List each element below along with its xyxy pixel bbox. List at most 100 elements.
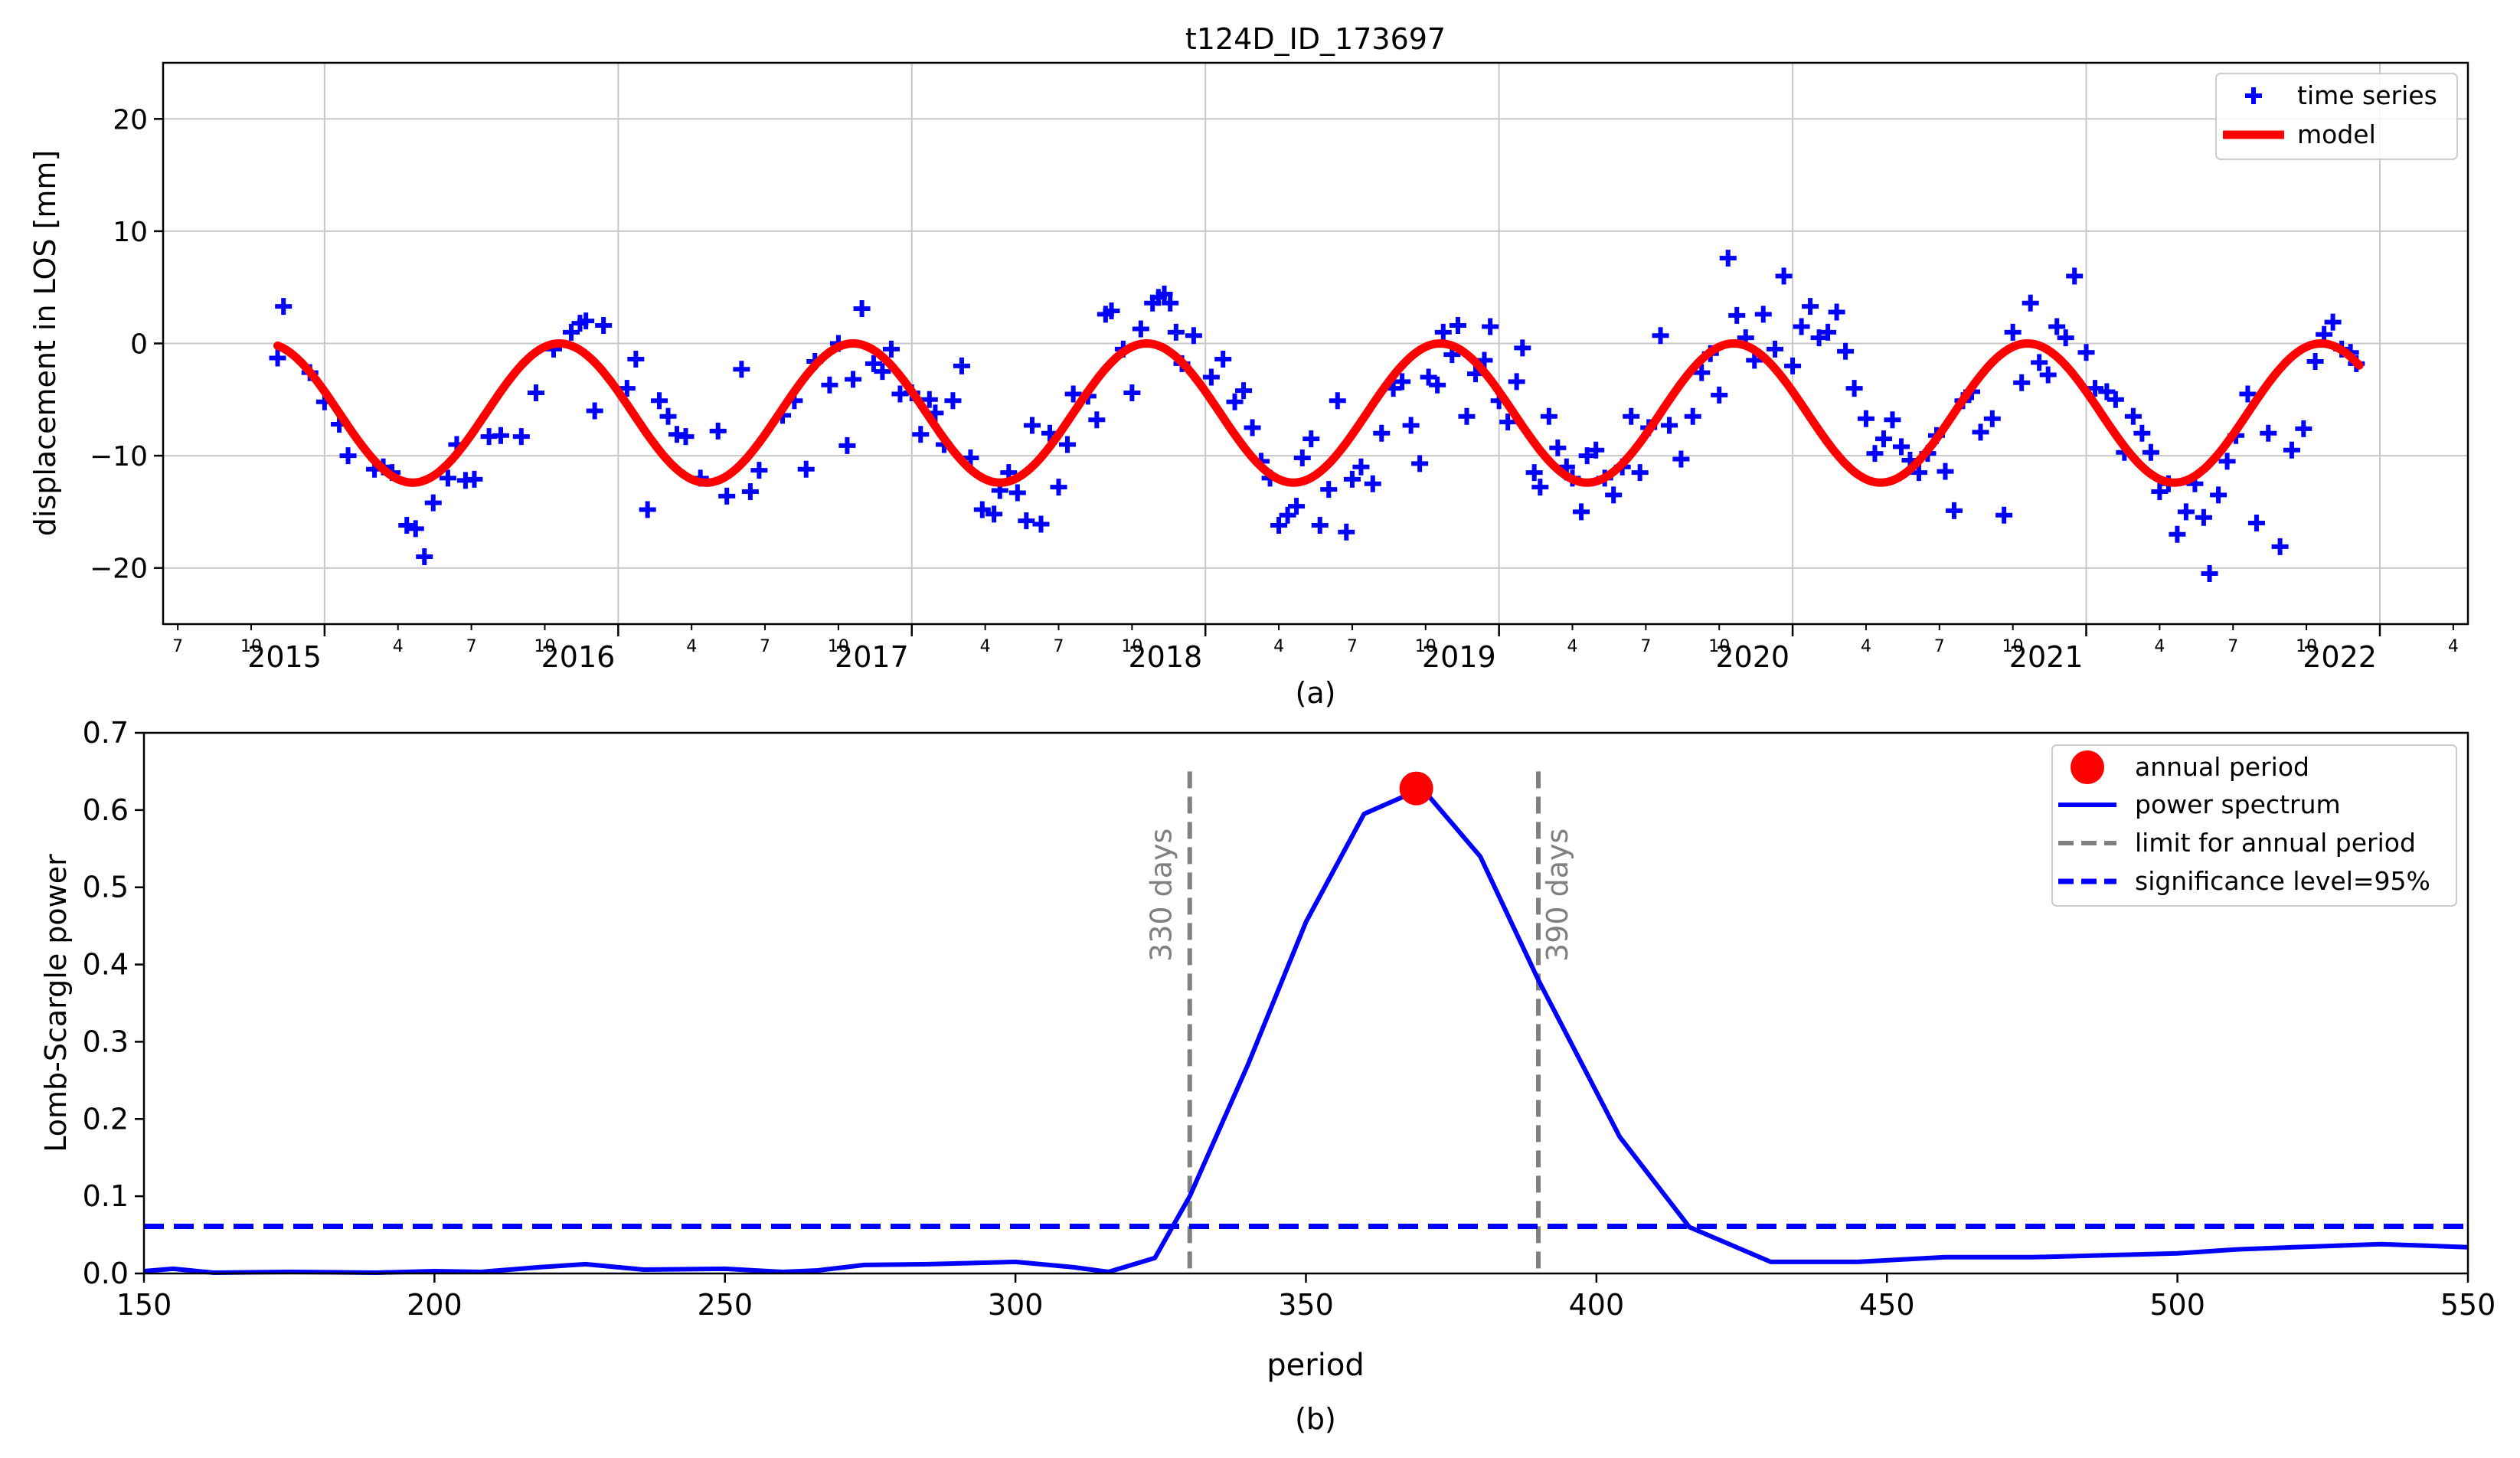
month-tick-label: 7 <box>2227 637 2238 656</box>
data-point <box>1945 502 1963 519</box>
data-point <box>845 371 862 388</box>
data-point <box>2142 443 2159 461</box>
data-point <box>1793 318 1810 335</box>
x-axis-label-b: period <box>1267 1348 1364 1383</box>
data-point <box>1549 439 1567 456</box>
data-point <box>1892 438 1910 456</box>
legend-label-limit: limit for annual period <box>2135 828 2416 858</box>
y-tick-label-a: 10 <box>113 217 148 248</box>
data-point <box>1244 419 1261 436</box>
data-point <box>1064 385 1082 403</box>
month-tick-label: 7 <box>1640 637 1651 656</box>
y-tick-label-b: 0.4 <box>83 948 129 982</box>
month-tick-label: 4 <box>1861 637 1871 656</box>
data-point <box>1018 512 1035 530</box>
power-spectrum-panel: 330 days 390 days 0.00.10.20.30.40.50.60.… <box>39 716 2495 1436</box>
data-point <box>586 402 603 420</box>
data-point <box>1329 392 1346 410</box>
data-point <box>2039 366 2057 384</box>
data-point <box>2004 323 2022 341</box>
y-tick-label-a: −10 <box>90 441 148 472</box>
data-point <box>1270 516 1288 534</box>
data-point <box>2133 424 2151 442</box>
data-point <box>1167 323 1185 341</box>
data-point <box>1402 417 1420 434</box>
year-tick-label: 2020 <box>1715 640 1789 674</box>
y-tick-label-a: 0 <box>130 329 148 361</box>
data-point <box>1214 351 1232 368</box>
data-point <box>2169 525 2186 543</box>
data-point <box>1573 503 1590 521</box>
month-tick-label: 7 <box>172 637 183 656</box>
legend-label-significance: significance level=95% <box>2135 866 2430 896</box>
data-point <box>944 392 962 410</box>
data-point <box>627 351 645 368</box>
data-point <box>2247 515 2265 532</box>
data-point <box>2087 380 2104 397</box>
data-point <box>1032 515 1050 533</box>
data-point <box>1088 411 1106 429</box>
data-point <box>1578 447 1596 465</box>
data-point <box>1587 441 1605 459</box>
data-point <box>562 323 580 341</box>
model-line <box>273 339 2364 487</box>
month-tick-label: 10 <box>240 637 262 656</box>
legend-box-b <box>2051 744 2457 907</box>
month-tick-label: 4 <box>1567 637 1578 656</box>
data-point <box>1874 430 1892 448</box>
data-point <box>1162 294 1179 312</box>
data-point <box>677 428 695 446</box>
data-point <box>1320 481 1338 499</box>
data-point <box>1202 368 1220 386</box>
data-point <box>821 376 838 394</box>
month-tick-label: 4 <box>2154 637 2165 656</box>
year-tick-label: 2022 <box>2303 640 2377 674</box>
data-point <box>2107 391 2124 408</box>
y-axis-label-a: displacement in LOS [mm] <box>28 150 62 537</box>
data-point <box>1711 386 1728 404</box>
data-point <box>2210 486 2227 504</box>
data-point <box>1937 463 1954 480</box>
data-point <box>2057 329 2074 347</box>
data-point <box>1434 323 1452 341</box>
data-point <box>953 357 970 374</box>
data-point <box>1373 424 1391 442</box>
data-point <box>651 392 668 410</box>
legend-plus-icon <box>2245 87 2262 104</box>
x-axis-b: 150 200 250 300 350 400 450 500 550 <box>116 1273 2496 1322</box>
data-point <box>1103 302 1120 319</box>
annual-period-marker <box>1399 771 1433 806</box>
data-point <box>512 428 530 446</box>
data-point <box>1338 523 1355 541</box>
data-point <box>1684 407 1701 425</box>
data-point <box>912 426 930 443</box>
legend-marker-annual-period <box>2071 750 2104 784</box>
data-point <box>1343 470 1361 488</box>
month-tick-label: 10 <box>2296 637 2317 656</box>
x-tick-label-b: 550 <box>2440 1288 2496 1322</box>
data-point <box>2271 538 2289 555</box>
data-point <box>874 363 891 381</box>
year-tick-label: 2021 <box>2009 640 2084 674</box>
x-tick-label-b: 350 <box>1278 1288 1334 1322</box>
data-point <box>1058 436 1076 453</box>
data-point <box>2048 318 2066 335</box>
data-point <box>733 361 750 378</box>
data-point <box>1185 327 1202 345</box>
data-point <box>1123 384 1141 402</box>
month-tick-label: 10 <box>1121 637 1142 656</box>
data-point <box>2022 294 2039 312</box>
data-point <box>1132 320 1149 338</box>
month-tick-label: 10 <box>1415 637 1436 656</box>
time-series-points <box>269 250 2365 583</box>
data-point <box>2283 441 2300 459</box>
month-tick-label: 7 <box>760 637 770 656</box>
data-point <box>1857 410 1874 427</box>
year-tick-label: 2019 <box>1422 640 1496 674</box>
data-point <box>1884 411 1901 429</box>
data-point <box>1837 342 1855 360</box>
y-tick-label-b: 0.3 <box>83 1025 129 1058</box>
data-point <box>492 427 509 444</box>
y-tick-label-b: 0.6 <box>83 793 129 827</box>
